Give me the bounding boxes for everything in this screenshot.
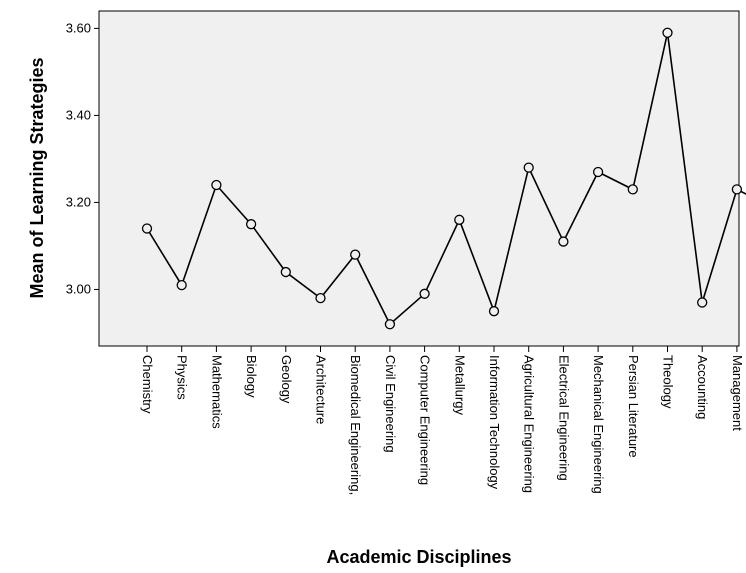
- data-point: [176, 279, 187, 291]
- data-points: [141, 27, 743, 330]
- data-point: [419, 288, 430, 299]
- x-category-label: Chemistry: [140, 355, 155, 414]
- data-point: [592, 166, 604, 178]
- x-category-label: Mathematics: [209, 355, 224, 429]
- x-category-label: Persian Literature: [626, 355, 641, 458]
- data-point: [697, 297, 708, 308]
- data-point: [245, 219, 257, 230]
- x-category-label: Biomedical Engineering,: [348, 355, 363, 495]
- x-category-label: Computer Engineering: [418, 355, 433, 485]
- x-category-label: Mechanical Engineering: [591, 355, 606, 494]
- data-point: [384, 319, 396, 330]
- x-category-label: Biology: [244, 355, 259, 398]
- y-tick-label: 3.40: [66, 107, 91, 122]
- x-category-label: Architecture: [314, 355, 329, 424]
- data-point: [558, 236, 569, 247]
- data-point: [627, 184, 638, 195]
- y-tick-label: 3.00: [66, 281, 91, 296]
- x-axis: Chemistry Physics Mathematics Biology Geolog…: [140, 346, 745, 495]
- data-point: [350, 249, 361, 260]
- data-point: [662, 27, 673, 38]
- y-tick-label: 3.20: [66, 194, 91, 209]
- data-point: [488, 306, 500, 317]
- x-category-label: Metallurgy: [452, 355, 467, 415]
- data-point: [211, 179, 222, 191]
- x-category-label: Agricultural Engineering: [522, 355, 537, 493]
- plot-area: [98, 10, 740, 347]
- x-category-label: Accounting: [695, 355, 710, 419]
- data-point: [731, 184, 743, 195]
- data-point: [523, 162, 534, 173]
- x-category-label: Geology: [279, 355, 294, 404]
- y-tick-label: 3.60: [66, 20, 91, 35]
- x-category-label: Information Technology: [487, 355, 502, 490]
- data-point: [280, 266, 291, 278]
- x-category-label: Civil Engineering: [383, 355, 398, 453]
- y-axis-title: Mean of Learning Strategies: [27, 57, 47, 298]
- data-point: [141, 223, 153, 234]
- x-category-label: Management: [730, 355, 745, 431]
- y-axis: 3.00 3.20 3.40 3.60: [66, 20, 99, 296]
- x-category-label: Electrical Engineering: [556, 355, 571, 481]
- data-point: [454, 214, 465, 225]
- x-axis-title: Academic Disciplines: [326, 547, 511, 567]
- x-category-label: Physics: [175, 355, 190, 400]
- x-category-label: Theology: [661, 355, 676, 409]
- data-point: [315, 292, 326, 304]
